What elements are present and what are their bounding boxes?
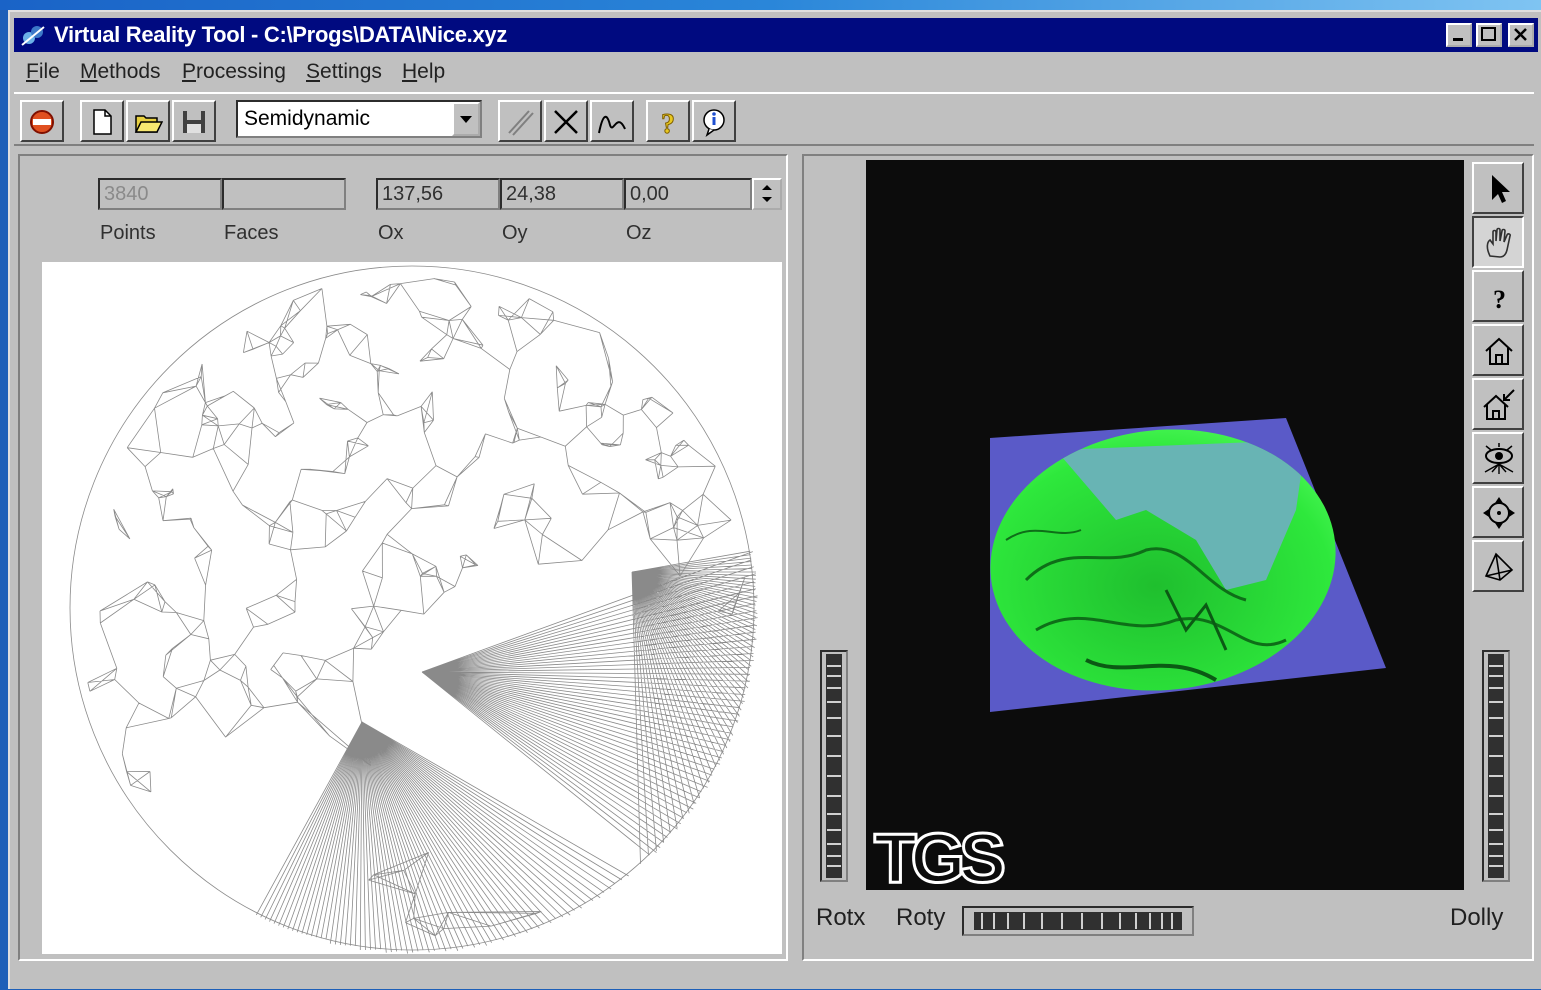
- projection-icon: [1484, 552, 1514, 581]
- minimize-icon: [1453, 38, 1463, 41]
- roty-wheel-grooves: [974, 912, 1182, 930]
- home-view-button[interactable]: [1472, 324, 1524, 376]
- faces-label: Faces: [224, 222, 279, 244]
- rotx-wheel-grooves: [826, 654, 842, 878]
- app-window: Virtual Reality Tool - C:\Progs\DATA\Nic…: [8, 10, 1541, 989]
- oz-spin-control[interactable]: [752, 178, 782, 210]
- oz-field[interactable]: 0,00: [624, 178, 752, 210]
- menu-processing[interactable]: Processing: [182, 60, 286, 83]
- view-all-icon: [1484, 443, 1514, 474]
- mode-select-value: Semidynamic: [244, 107, 371, 130]
- rotx-label: Rotx: [816, 904, 866, 931]
- menu-settings[interactable]: Settings: [306, 60, 382, 83]
- desktop-background: [0, 0, 1541, 10]
- info-icon: [703, 109, 725, 137]
- mesh-panel: 3840 137,56 24,38 0,00 Points Faces Ox O…: [18, 154, 788, 961]
- what-is-tool-button[interactable]: ?: [1472, 270, 1524, 322]
- projection-button[interactable]: [1472, 540, 1524, 592]
- oz-label: Oz: [626, 222, 652, 244]
- mode-select[interactable]: Semidynamic: [236, 100, 482, 138]
- pencil-icon: [508, 110, 534, 136]
- set-home-button[interactable]: [1472, 378, 1524, 430]
- view-all-button[interactable]: [1472, 432, 1524, 484]
- tgs-logo: TGS: [873, 818, 1011, 899]
- question-icon: ?: [1493, 285, 1506, 314]
- select-arrow-icon: [1492, 175, 1510, 203]
- app-icon: [21, 26, 45, 46]
- tgs-logo-text: TGS: [874, 819, 1003, 890]
- minimize-button[interactable]: [1446, 23, 1472, 47]
- new-file-icon: [93, 109, 112, 135]
- svg-text:?: ?: [1493, 285, 1506, 314]
- rotx-wheel[interactable]: [820, 650, 848, 882]
- pan-tool-button[interactable]: [1472, 216, 1524, 268]
- svg-text:?: ?: [661, 109, 675, 137]
- triangulation-mesh: [69, 265, 758, 954]
- dolly-wheel[interactable]: [1482, 650, 1510, 882]
- roty-wheel[interactable]: [962, 906, 1194, 936]
- menu-methods[interactable]: Methods: [80, 60, 161, 83]
- new-file-button[interactable]: [80, 100, 124, 142]
- toolbar: Semidynamic ?: [14, 92, 1534, 146]
- open-folder-icon: [134, 115, 163, 133]
- close-button[interactable]: [1508, 23, 1534, 47]
- window-title: Virtual Reality Tool - C:\Progs\DATA\Nic…: [54, 22, 508, 47]
- help-button[interactable]: ?: [646, 100, 690, 142]
- close-icon: [1514, 28, 1527, 41]
- triangulation-canvas[interactable]: [42, 262, 782, 954]
- dolly-label: Dolly: [1450, 904, 1504, 931]
- curve-icon: [598, 115, 626, 134]
- dropdown-arrow-icon: [460, 116, 472, 123]
- 3d-scene: TGS: [873, 412, 1386, 899]
- home-icon: [1485, 337, 1513, 365]
- seek-icon: [1483, 497, 1515, 529]
- hand-pan-icon: [1486, 227, 1511, 258]
- roty-label: Roty: [896, 904, 946, 931]
- dolly-wheel-grooves: [1488, 654, 1504, 878]
- save-disk-icon: [183, 111, 205, 133]
- oy-field[interactable]: 24,38: [500, 178, 624, 210]
- seek-button[interactable]: [1472, 486, 1524, 538]
- set-home-icon: [1483, 389, 1515, 420]
- faces-field[interactable]: [222, 178, 346, 210]
- status-bar: [14, 968, 1534, 990]
- info-button[interactable]: [692, 100, 736, 142]
- exit-button[interactable]: [20, 100, 64, 142]
- viewer-panel: [802, 154, 1534, 961]
- save-button[interactable]: [172, 100, 216, 142]
- points-label: Points: [100, 222, 156, 244]
- delete-button[interactable]: [544, 100, 588, 142]
- menu-bar: File Methods Processing Settings Help: [14, 56, 1534, 90]
- delete-x-icon: [554, 110, 578, 134]
- ox-field[interactable]: 137,56: [376, 178, 500, 210]
- menu-help[interactable]: Help: [402, 60, 446, 83]
- help-question-icon: ?: [661, 109, 676, 138]
- spin-arrows-icon: [762, 185, 772, 202]
- draw-button[interactable]: [498, 100, 542, 142]
- curve-button[interactable]: [590, 100, 634, 142]
- ox-label: Ox: [378, 222, 404, 244]
- maximize-icon: [1481, 27, 1496, 41]
- mode-select-dropdown-button[interactable]: [452, 102, 480, 136]
- 3d-viewer[interactable]: TGS: [866, 160, 1464, 899]
- title-bar[interactable]: Virtual Reality Tool - C:\Progs\DATA\Nic…: [14, 18, 1538, 52]
- menu-file[interactable]: File: [26, 60, 60, 83]
- points-field[interactable]: 3840: [98, 178, 222, 210]
- open-file-button[interactable]: [126, 100, 170, 142]
- oy-label: Oy: [502, 222, 528, 244]
- maximize-button[interactable]: [1476, 23, 1502, 47]
- exit-icon: [30, 110, 54, 134]
- select-tool-button[interactable]: [1472, 162, 1524, 214]
